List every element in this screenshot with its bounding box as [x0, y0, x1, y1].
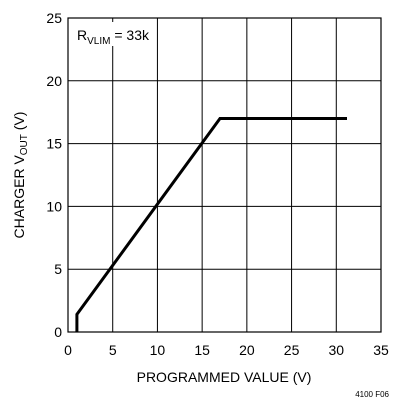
x-tick-label-7: 35	[373, 342, 389, 358]
figure-id: 4100 F06	[355, 390, 389, 399]
y-tick-label-5: 25	[46, 10, 62, 26]
annotation-prefix: R	[77, 27, 87, 43]
grid	[68, 18, 381, 332]
plot-frame	[67, 17, 382, 333]
series-line-0	[75, 117, 347, 332]
y-tick-label-1: 5	[54, 261, 62, 277]
x-tick-label-2: 10	[150, 342, 166, 358]
x-tick-label-4: 20	[239, 342, 255, 358]
y-tick-labels: 0 5 10 15 20 25	[46, 10, 62, 340]
annotation-rvlim: RVLIM = 33k	[77, 27, 150, 47]
y-axis-label-prefix: CHARGER V	[11, 155, 27, 239]
y-axis-label-subscript: OUT	[19, 134, 30, 155]
x-tick-label-1: 5	[109, 342, 117, 358]
y-axis-label-suffix: (V)	[11, 112, 27, 135]
annotation-suffix: = 33k	[110, 27, 150, 43]
y-axis-label: CHARGER VOUT (V)	[11, 112, 30, 239]
y-tick-label-2: 10	[46, 198, 62, 214]
annotation-subscript: VLIM	[87, 36, 110, 47]
series-layer	[75, 117, 347, 332]
x-axis-label: PROGRAMMED VALUE (V)	[137, 369, 312, 385]
x-tick-label-6: 30	[328, 342, 344, 358]
plot-background	[68, 18, 381, 332]
x-tick-label-5: 25	[284, 342, 300, 358]
x-tick-labels: 0 5 10 15 20 25 30 35	[64, 342, 389, 358]
annotation-background	[71, 22, 151, 46]
x-tick-label-0: 0	[64, 342, 72, 358]
y-tick-label-3: 15	[46, 136, 62, 152]
y-tick-label-0: 0	[54, 324, 62, 340]
y-tick-label-4: 20	[46, 73, 62, 89]
x-tick-label-3: 15	[194, 342, 210, 358]
